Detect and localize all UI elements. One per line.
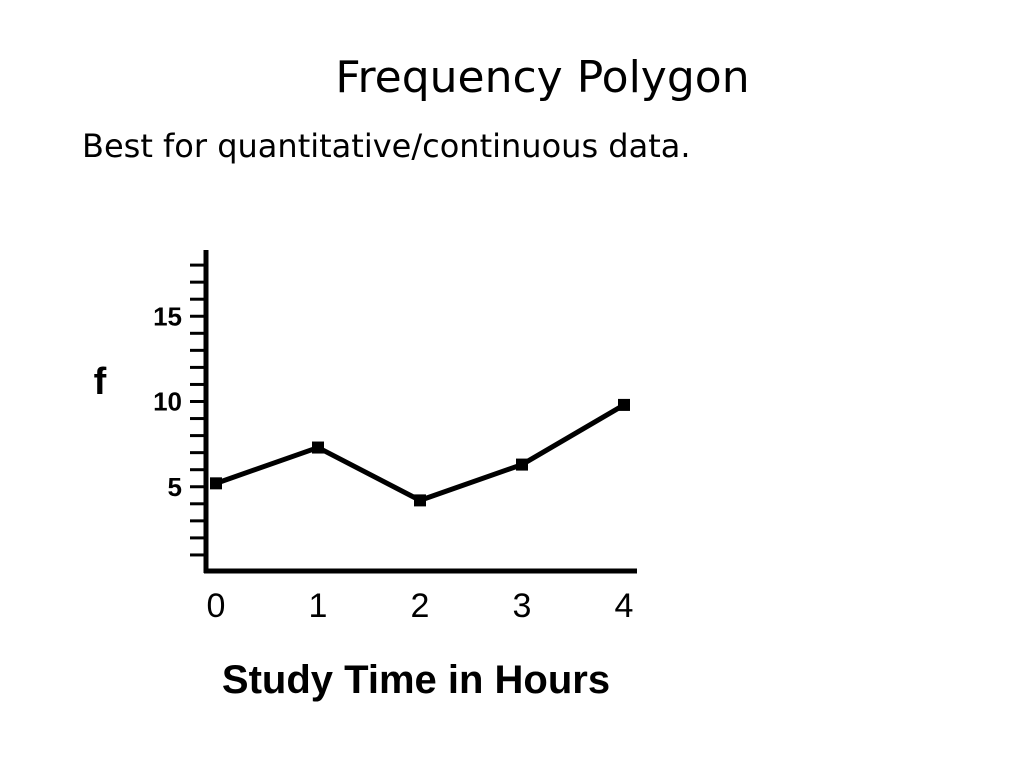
data-point-marker (210, 477, 222, 490)
data-point-marker (312, 441, 324, 454)
y-axis-label: f (94, 361, 107, 403)
y-axis-tick-labels: 5 10 15 (153, 301, 182, 502)
series-line (215, 402, 626, 504)
x-tick-label: 3 (513, 587, 532, 625)
x-tick-label: 0 (207, 587, 226, 625)
x-axis-label: Study Time in Hours (222, 658, 610, 702)
series-markers (210, 398, 630, 507)
y-tick-label: 5 (168, 472, 182, 502)
slide-subtitle: Best for quantitative/continuous data. (82, 127, 691, 165)
y-axis-ticks (190, 263, 206, 557)
x-tick-label: 1 (309, 587, 328, 625)
y-tick-label: 15 (153, 301, 182, 331)
x-axis-tick-labels: 0 1 2 3 4 (207, 587, 634, 625)
slide-title: Frequency Polygon (335, 52, 750, 103)
x-tick-label: 2 (411, 587, 430, 625)
data-point-marker (618, 398, 630, 411)
data-point-marker (414, 494, 426, 507)
data-point-marker (516, 458, 528, 471)
x-tick-label: 4 (615, 587, 634, 625)
y-tick-label: 10 (153, 387, 182, 417)
